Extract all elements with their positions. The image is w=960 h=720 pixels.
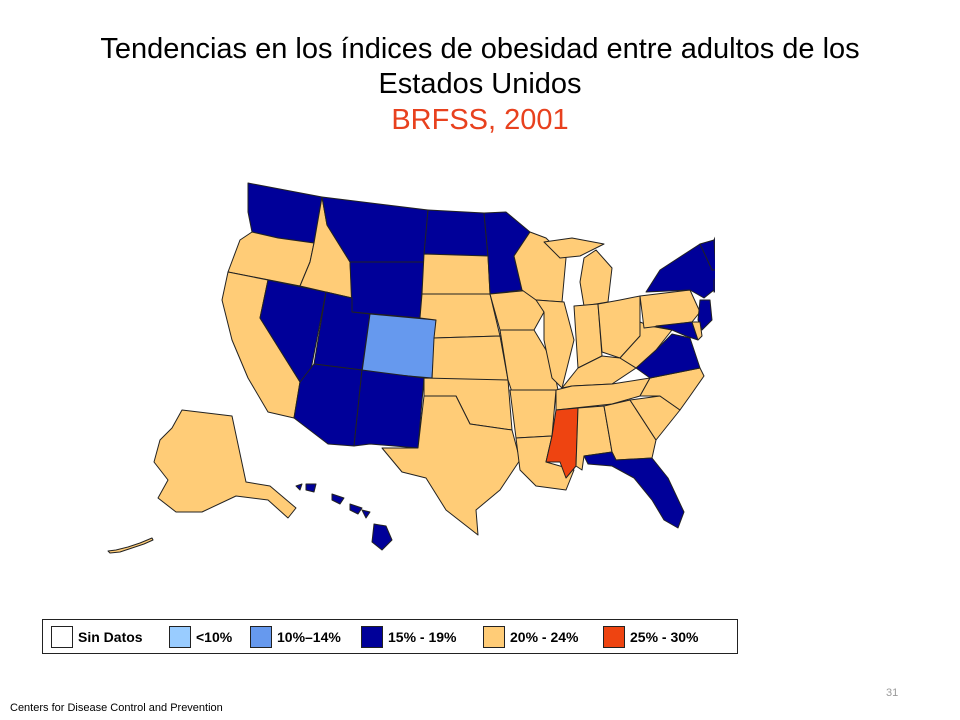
state-connecticut: [713, 279, 715, 293]
source-credit: Centers for Disease Control and Preventi…: [10, 702, 223, 714]
legend-item-under-10: <10%: [169, 624, 232, 649]
state-michigan-upper: [543, 237, 605, 259]
state-hawaii-5: [361, 509, 371, 519]
state-delaware: [691, 321, 703, 341]
state-hawaii-2: [305, 483, 317, 493]
legend-item-15-19: 15% - 19%: [361, 624, 456, 649]
title-block: Tendencias en los índices de obesidad en…: [0, 32, 960, 139]
page-number: 31: [886, 687, 899, 699]
state-hawaii-big: [371, 523, 393, 551]
page-subtitle: BRFSS, 2001: [391, 104, 569, 136]
state-south-dakota: [421, 253, 491, 295]
state-new-york: [645, 243, 715, 299]
legend-swatch-under-10: [169, 625, 191, 648]
alaska-aleutians: [107, 537, 154, 554]
legend-swatch-15-19: [361, 625, 383, 648]
legend-label-20-24: 20% - 24%: [510, 628, 579, 645]
legend-swatch-10-14: [250, 625, 272, 648]
legend-label-25-30: 25% - 30%: [630, 628, 699, 645]
state-colorado: [361, 313, 437, 379]
state-maryland: [655, 321, 699, 341]
state-new-hampshire: [713, 236, 715, 262]
legend-item-25-30: 25% - 30%: [603, 624, 698, 649]
state-north-dakota: [423, 209, 489, 257]
legend-swatch-25-30: [603, 625, 625, 648]
legend-item-10-14: 10%–14%: [250, 624, 341, 649]
state-new-jersey: [697, 299, 713, 331]
state-alaska: [153, 409, 297, 519]
state-hawaii-1: [295, 483, 303, 491]
legend-swatch-20-24: [483, 625, 505, 648]
state-arizona: [293, 363, 363, 447]
legend-swatch-no-data: [51, 625, 73, 648]
legend-item-no-data: Sin Datos: [51, 624, 143, 649]
state-michigan: [579, 249, 613, 307]
page-title-line-1: Tendencias en los índices de obesidad en…: [100, 33, 860, 65]
state-new-mexico: [353, 369, 425, 449]
state-florida: [583, 451, 685, 529]
state-texas: [381, 395, 521, 536]
map-legend: Sin Datos <10% 10%–14% 15% - 19% 20% - 2…: [42, 619, 738, 654]
state-hawaii-4: [349, 503, 363, 515]
state-vermont: [699, 239, 715, 271]
state-illinois: [535, 299, 575, 389]
state-hawaii-3: [331, 493, 345, 505]
legend-label-no-data: Sin Datos: [78, 628, 143, 645]
legend-label-15-19: 15% - 19%: [388, 628, 457, 645]
legend-label-under-10: <10%: [196, 628, 233, 645]
page-title-line-2: Estados Unidos: [378, 68, 582, 100]
legend-item-20-24: 20% - 24%: [483, 624, 578, 649]
state-wyoming: [349, 261, 425, 319]
state-west-virginia: [619, 321, 673, 369]
state-kansas: [431, 335, 509, 381]
legend-label-10-14: 10%–14%: [277, 628, 341, 645]
state-arkansas: [509, 389, 557, 439]
state-pennsylvania: [639, 289, 701, 329]
us-obesity-map: [107, 182, 715, 554]
